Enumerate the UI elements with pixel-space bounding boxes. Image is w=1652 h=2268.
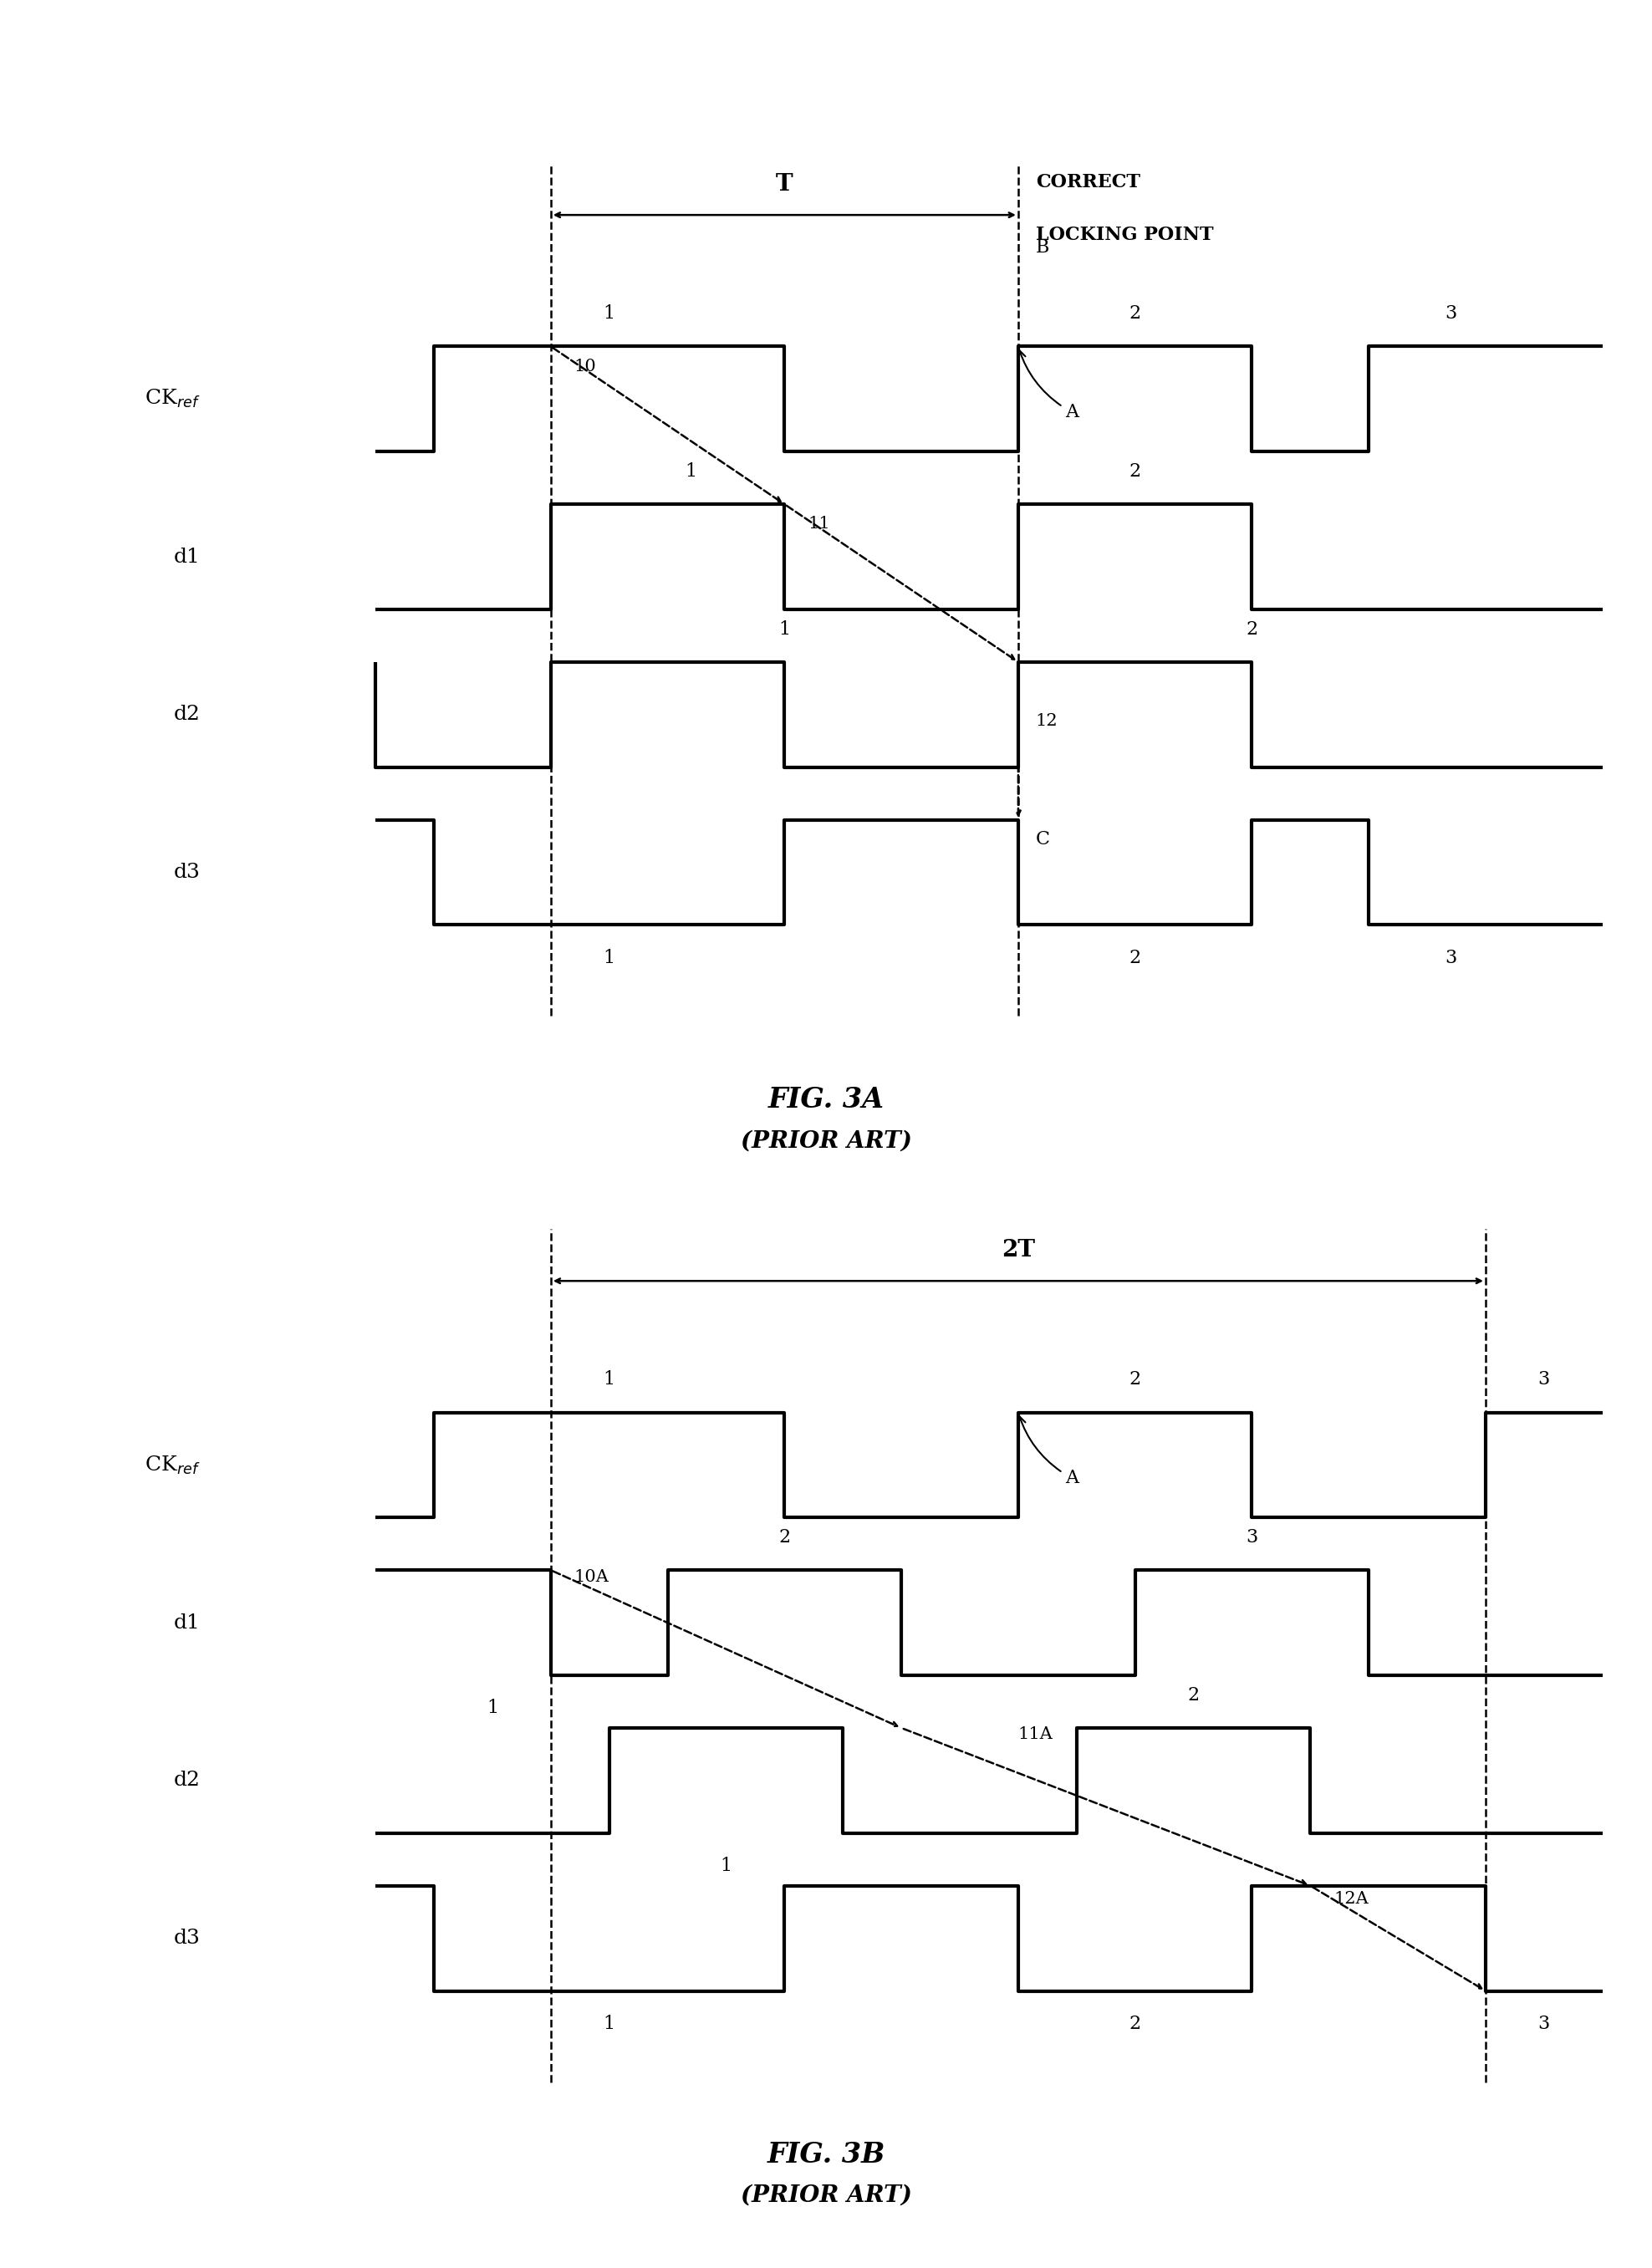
Text: CK$_{ref}$: CK$_{ref}$ bbox=[145, 1454, 200, 1476]
Text: 1: 1 bbox=[603, 2014, 615, 2032]
Text: FIG. 3A: FIG. 3A bbox=[768, 1086, 884, 1114]
Text: 11: 11 bbox=[808, 517, 831, 533]
Text: d3: d3 bbox=[173, 1928, 200, 1948]
Text: 3: 3 bbox=[1444, 948, 1457, 966]
Text: 1: 1 bbox=[603, 948, 615, 966]
Text: 10A: 10A bbox=[575, 1569, 610, 1585]
Text: 3: 3 bbox=[1444, 304, 1457, 322]
Text: 10: 10 bbox=[575, 358, 596, 374]
Text: d1: d1 bbox=[173, 547, 200, 567]
Text: 2: 2 bbox=[1128, 463, 1142, 481]
Text: 1: 1 bbox=[778, 619, 790, 637]
Text: d2: d2 bbox=[173, 1771, 200, 1789]
Text: 2: 2 bbox=[1246, 619, 1257, 637]
Text: 1: 1 bbox=[603, 304, 615, 322]
Text: 3: 3 bbox=[1538, 2014, 1550, 2032]
Text: 2: 2 bbox=[1128, 2014, 1142, 2032]
Text: 2: 2 bbox=[1128, 1370, 1142, 1388]
Text: FIG. 3B: FIG. 3B bbox=[767, 2141, 885, 2168]
Text: 3: 3 bbox=[1246, 1529, 1257, 1547]
Text: CK$_{ref}$: CK$_{ref}$ bbox=[145, 388, 200, 411]
Text: (PRIOR ART): (PRIOR ART) bbox=[740, 1129, 912, 1152]
Text: A: A bbox=[1018, 352, 1079, 422]
Text: 2T: 2T bbox=[1001, 1238, 1034, 1261]
Text: 1: 1 bbox=[603, 1370, 615, 1388]
Text: 2: 2 bbox=[1128, 304, 1142, 322]
Text: 1: 1 bbox=[720, 1857, 732, 1876]
Text: d3: d3 bbox=[173, 862, 200, 882]
Text: 12: 12 bbox=[1036, 712, 1057, 728]
Text: CORRECT: CORRECT bbox=[1036, 172, 1140, 191]
Text: 1: 1 bbox=[686, 463, 697, 481]
Text: 2: 2 bbox=[778, 1529, 790, 1547]
Text: LOCKING POINT: LOCKING POINT bbox=[1036, 225, 1214, 245]
Text: B: B bbox=[1036, 238, 1049, 256]
Text: 1: 1 bbox=[486, 1699, 499, 1717]
Text: 3: 3 bbox=[1538, 1370, 1550, 1388]
Text: (PRIOR ART): (PRIOR ART) bbox=[740, 2184, 912, 2207]
Text: d2: d2 bbox=[173, 705, 200, 723]
Text: 2: 2 bbox=[1188, 1685, 1199, 1703]
Text: A: A bbox=[1018, 1418, 1079, 1488]
Text: 2: 2 bbox=[1128, 948, 1142, 966]
Text: 12A: 12A bbox=[1333, 1892, 1368, 1907]
Text: C: C bbox=[1036, 830, 1051, 848]
Text: 11A: 11A bbox=[1018, 1726, 1054, 1742]
Text: d1: d1 bbox=[173, 1613, 200, 1633]
Text: T: T bbox=[776, 172, 793, 195]
